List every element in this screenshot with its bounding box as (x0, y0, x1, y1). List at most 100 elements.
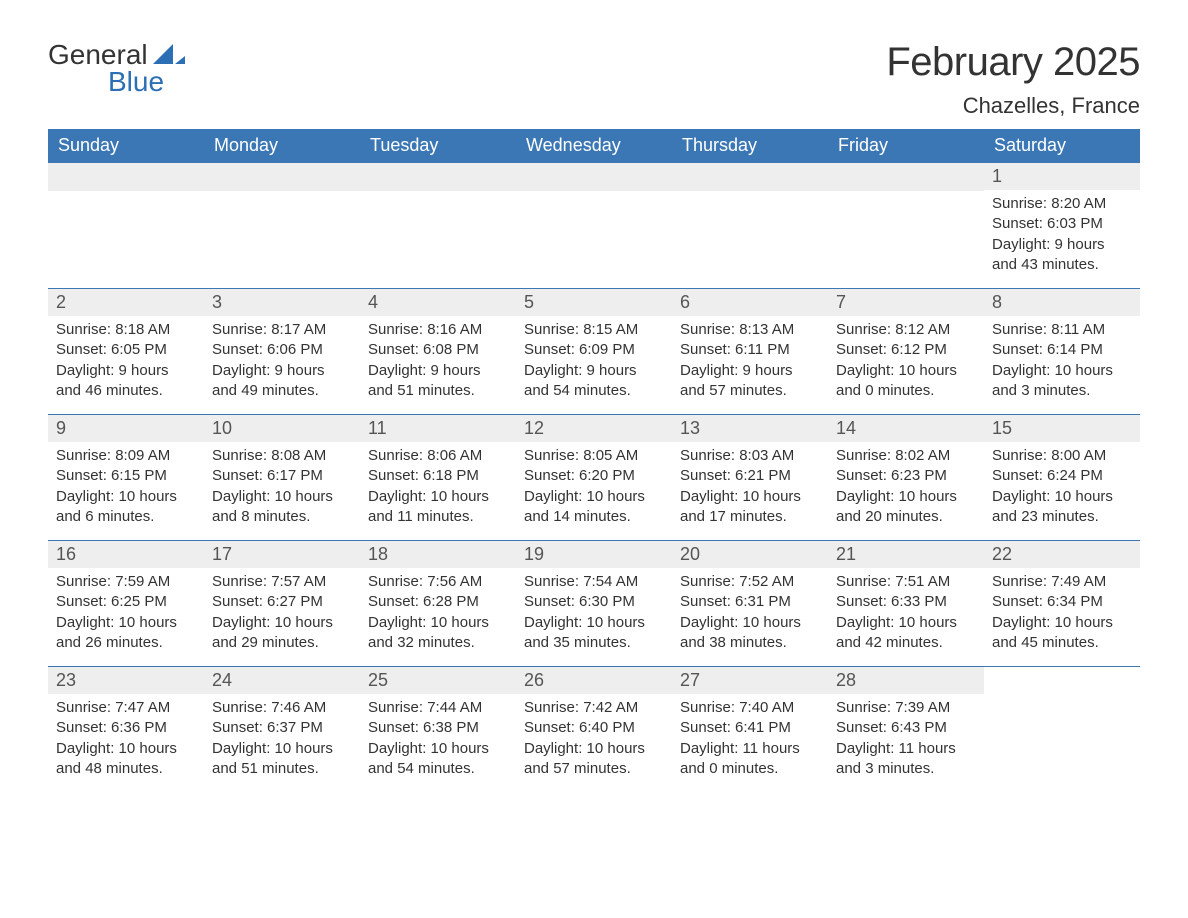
day-cell: 14Sunrise: 8:02 AMSunset: 6:23 PMDayligh… (828, 415, 984, 541)
sunset-line: Sunset: 6:15 PM (56, 466, 196, 486)
day-number: 17 (204, 541, 360, 568)
daylight-line: Daylight: 9 hours and 43 minutes. (992, 235, 1132, 276)
daylight-line: Daylight: 9 hours and 46 minutes. (56, 361, 196, 402)
day-content: Sunrise: 7:51 AMSunset: 6:33 PMDaylight:… (828, 568, 984, 661)
day-cell (360, 163, 516, 289)
day-cell (48, 163, 204, 289)
sunrise-line: Sunrise: 8:17 AM (212, 320, 352, 340)
sunrise-line: Sunrise: 8:18 AM (56, 320, 196, 340)
day-cell: 8 Sunrise: 8:11 AMSunset: 6:14 PMDaylight… (984, 289, 1140, 415)
day-content: Sunrise: 8:02 AMSunset: 6:23 PMDaylight:… (828, 442, 984, 535)
sunset-line: Sunset: 6:09 PM (524, 340, 664, 360)
day-cell: 23Sunrise: 7:47 AMSunset: 6:36 PMDayligh… (48, 667, 204, 793)
sunset-line: Sunset: 6:08 PM (368, 340, 508, 360)
sunrise-line: Sunrise: 7:44 AM (368, 698, 508, 718)
weekday-header: Tuesday (360, 129, 516, 163)
day-content: Sunrise: 8:06 AMSunset: 6:18 PMDaylight:… (360, 442, 516, 535)
day-content: Sunrise: 8:05 AMSunset: 6:20 PMDaylight:… (516, 442, 672, 535)
week-row: 1Sunrise: 8:20 AMSunset: 6:03 PMDaylight… (48, 163, 1140, 289)
daylight-line: Daylight: 10 hours and 3 minutes. (992, 361, 1132, 402)
weekday-header-row: SundayMondayTuesdayWednesdayThursdayFrid… (48, 129, 1140, 163)
day-number: 21 (828, 541, 984, 568)
sunset-line: Sunset: 6:41 PM (680, 718, 820, 738)
day-content: Sunrise: 7:52 AMSunset: 6:31 PMDaylight:… (672, 568, 828, 661)
day-cell (672, 163, 828, 289)
sunrise-line: Sunrise: 8:16 AM (368, 320, 508, 340)
daylight-line: Daylight: 10 hours and 23 minutes. (992, 487, 1132, 528)
day-cell: 17Sunrise: 7:57 AMSunset: 6:27 PMDayligh… (204, 541, 360, 667)
empty-daynum-bar (828, 163, 984, 191)
empty-daynum-bar (48, 163, 204, 191)
sunset-line: Sunset: 6:03 PM (992, 214, 1132, 234)
day-number: 4 (360, 289, 516, 316)
day-number: 27 (672, 667, 828, 694)
day-number: 8 (984, 289, 1140, 316)
day-number: 11 (360, 415, 516, 442)
day-content: Sunrise: 8:08 AMSunset: 6:17 PMDaylight:… (204, 442, 360, 535)
day-content: Sunrise: 7:49 AMSunset: 6:34 PMDaylight:… (984, 568, 1140, 661)
day-number: 24 (204, 667, 360, 694)
daylight-line: Daylight: 10 hours and 35 minutes. (524, 613, 664, 654)
sunset-line: Sunset: 6:34 PM (992, 592, 1132, 612)
day-content: Sunrise: 8:13 AMSunset: 6:11 PMDaylight:… (672, 316, 828, 409)
day-cell (984, 667, 1140, 793)
day-cell (516, 163, 672, 289)
day-cell: 16Sunrise: 7:59 AMSunset: 6:25 PMDayligh… (48, 541, 204, 667)
sunset-line: Sunset: 6:14 PM (992, 340, 1132, 360)
sunset-line: Sunset: 6:33 PM (836, 592, 976, 612)
day-cell: 4Sunrise: 8:16 AMSunset: 6:08 PMDaylight… (360, 289, 516, 415)
day-cell: 20Sunrise: 7:52 AMSunset: 6:31 PMDayligh… (672, 541, 828, 667)
day-content: Sunrise: 8:15 AMSunset: 6:09 PMDaylight:… (516, 316, 672, 409)
daylight-line: Daylight: 10 hours and 57 minutes. (524, 739, 664, 780)
sunrise-line: Sunrise: 8:11 AM (992, 320, 1132, 340)
daylight-line: Daylight: 9 hours and 49 minutes. (212, 361, 352, 402)
day-number: 13 (672, 415, 828, 442)
sunrise-line: Sunrise: 8:06 AM (368, 446, 508, 466)
day-cell: 21Sunrise: 7:51 AMSunset: 6:33 PMDayligh… (828, 541, 984, 667)
day-number: 14 (828, 415, 984, 442)
day-number: 10 (204, 415, 360, 442)
day-content: Sunrise: 7:56 AMSunset: 6:28 PMDaylight:… (360, 568, 516, 661)
weekday-header: Thursday (672, 129, 828, 163)
weekday-header: Wednesday (516, 129, 672, 163)
day-cell: 28Sunrise: 7:39 AMSunset: 6:43 PMDayligh… (828, 667, 984, 793)
sunrise-line: Sunrise: 8:00 AM (992, 446, 1132, 466)
day-number: 12 (516, 415, 672, 442)
day-cell: 10Sunrise: 8:08 AMSunset: 6:17 PMDayligh… (204, 415, 360, 541)
daylight-line: Daylight: 10 hours and 48 minutes. (56, 739, 196, 780)
daylight-line: Daylight: 10 hours and 29 minutes. (212, 613, 352, 654)
day-number: 5 (516, 289, 672, 316)
day-cell (828, 163, 984, 289)
logo-blue-text: Blue (108, 67, 247, 98)
sunrise-line: Sunrise: 7:42 AM (524, 698, 664, 718)
daylight-line: Daylight: 10 hours and 54 minutes. (368, 739, 508, 780)
day-content: Sunrise: 7:54 AMSunset: 6:30 PMDaylight:… (516, 568, 672, 661)
day-cell: 27Sunrise: 7:40 AMSunset: 6:41 PMDayligh… (672, 667, 828, 793)
day-number: 25 (360, 667, 516, 694)
daylight-line: Daylight: 10 hours and 8 minutes. (212, 487, 352, 528)
day-content: Sunrise: 8:18 AMSunset: 6:05 PMDaylight:… (48, 316, 204, 409)
day-number: 19 (516, 541, 672, 568)
day-content: Sunrise: 7:59 AMSunset: 6:25 PMDaylight:… (48, 568, 204, 661)
empty-daynum-bar (672, 163, 828, 191)
empty-daynum-bar (360, 163, 516, 191)
sunset-line: Sunset: 6:21 PM (680, 466, 820, 486)
weekday-header: Friday (828, 129, 984, 163)
day-cell: 1Sunrise: 8:20 AMSunset: 6:03 PMDaylight… (984, 163, 1140, 289)
sunset-line: Sunset: 6:37 PM (212, 718, 352, 738)
day-number: 18 (360, 541, 516, 568)
daylight-line: Daylight: 10 hours and 42 minutes. (836, 613, 976, 654)
month-title: February 2025 (886, 40, 1140, 85)
daylight-line: Daylight: 10 hours and 51 minutes. (212, 739, 352, 780)
day-number: 6 (672, 289, 828, 316)
daylight-line: Daylight: 10 hours and 17 minutes. (680, 487, 820, 528)
daylight-line: Daylight: 9 hours and 57 minutes. (680, 361, 820, 402)
calendar-table: SundayMondayTuesdayWednesdayThursdayFrid… (48, 129, 1140, 793)
sunrise-line: Sunrise: 8:03 AM (680, 446, 820, 466)
day-cell: 15Sunrise: 8:00 AMSunset: 6:24 PMDayligh… (984, 415, 1140, 541)
sunrise-line: Sunrise: 8:20 AM (992, 194, 1132, 214)
day-content: Sunrise: 7:57 AMSunset: 6:27 PMDaylight:… (204, 568, 360, 661)
sunset-line: Sunset: 6:38 PM (368, 718, 508, 738)
day-cell: 13 Sunrise: 8:03 AMSunset: 6:21 PMDayligh… (672, 415, 828, 541)
sunset-line: Sunset: 6:30 PM (524, 592, 664, 612)
